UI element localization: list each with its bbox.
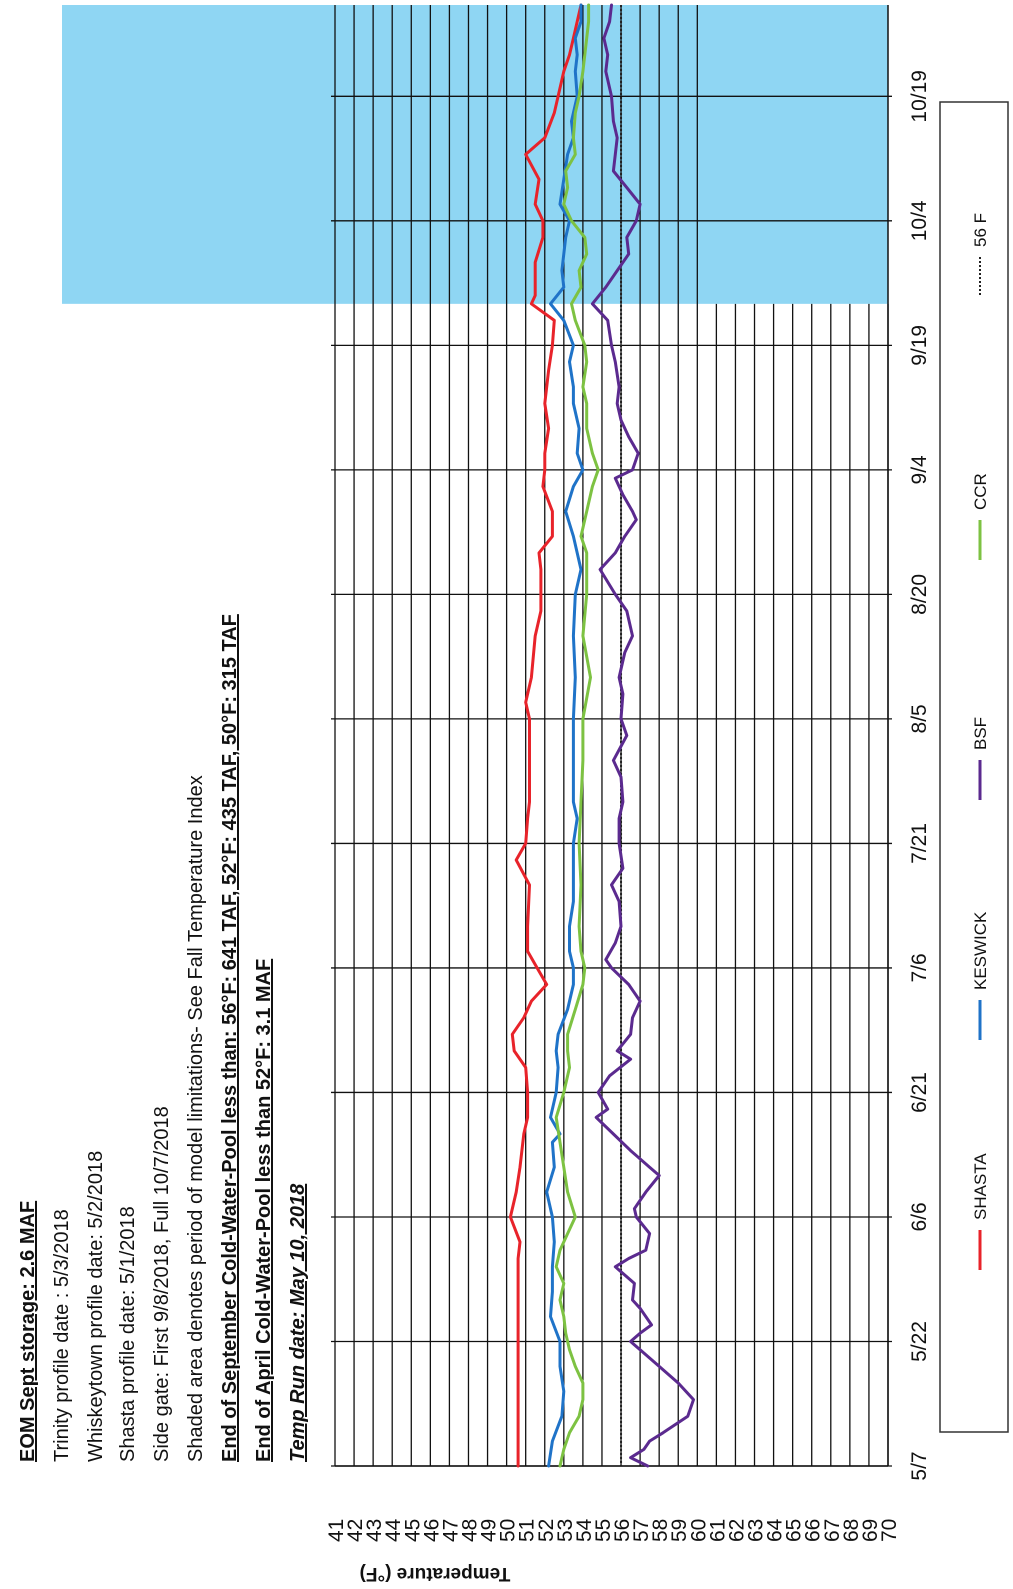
x-tick-label: 6/6 [908,1202,931,1231]
note-side-gate: Side gate: First 9/8/2018, Full 10/7/201… [151,1106,173,1462]
x-tick-label: 6/21 [908,1072,931,1113]
legend-label: BSF [971,717,990,750]
legend-label: KESWICK [971,911,990,990]
legend-label: CCR [971,473,990,510]
y-axis-title: Temperature (°F) [360,1563,511,1584]
note-whiskeytown-profile: Whiskeytown profile date: 5/2/2018 [85,1151,107,1462]
y-tick-label: 64 [764,1518,787,1542]
y-tick-label: 44 [382,1518,405,1542]
data-series [508,3,695,1468]
y-tick-label: 57 [630,1519,653,1542]
x-tick-label: 8/5 [908,704,931,733]
y-tick-label: 61 [706,1519,729,1542]
y-tick-label: 50 [497,1519,520,1542]
y-tick-label: 54 [573,1518,596,1542]
y-tick-label: 48 [458,1519,481,1542]
chart-legend: SHASTA KESWICK BSF CCR 56 F [939,101,1009,1433]
y-tick-label: 59 [668,1519,691,1542]
y-tick-label: 51 [516,1519,539,1542]
x-tick-label: 10/4 [908,200,931,241]
y-tick-label: 52 [535,1519,558,1542]
note-trinity-profile: Trinity profile date : 5/3/2018 [51,1209,73,1462]
note-september-cold-water-pool: End of September Cold-Water-Pool less th… [219,614,241,1462]
y-axis-tick-labels: 4142434445464748495051525354555657585960… [325,1518,901,1542]
y-tick-label: 68 [840,1519,863,1542]
y-tick-label: 45 [401,1519,424,1542]
x-tick-label: 9/4 [908,455,931,485]
y-tick-label: 69 [859,1519,882,1542]
y-tick-label: 62 [725,1519,748,1542]
x-tick-label: 8/20 [908,574,931,615]
x-tick-label: 7/6 [908,953,931,982]
note-april-cold-water-pool: End of April Cold-Water-Pool less than 5… [253,959,275,1462]
y-tick-label: 55 [592,1519,615,1542]
note-temp-run-date: Temp Run date: May 10, 2018 [287,1183,309,1462]
note-eom-storage: EOM Sept storage: 2.6 MAF [17,1201,39,1462]
y-tick-label: 63 [745,1519,768,1542]
y-tick-label: 70 [878,1519,901,1542]
y-tick-label: 66 [802,1519,825,1542]
model-limitation-shaded-area [62,5,888,304]
x-tick-label: 7/21 [908,823,931,864]
y-tick-label: 49 [478,1519,501,1542]
legend-label: 56 F [971,213,990,247]
series-line-shasta [508,3,583,1468]
x-tick-label: 10/19 [908,70,931,123]
y-tick-label: 43 [363,1519,386,1542]
x-tick-label: 5/22 [908,1321,931,1362]
y-tick-label: 67 [821,1519,844,1542]
shaded-region [62,5,888,304]
x-axis-tick-labels: 5/7 5/22 6/6 6/21 7/6 7/21 8/5 8/20 9/4 9/19 10/4 1… [908,70,931,1481]
chart-notes: EOM Sept storage: 2.6 MAF Trinity profil… [17,614,309,1462]
series-line-ccr [554,3,600,1468]
note-shasta-profile: Shasta profile date: 5/1/2018 [117,1206,139,1462]
note-shaded-area: Shaded area denotes period of model limi… [185,775,207,1462]
legend-label: SHASTA [971,1153,990,1220]
y-tick-label: 65 [783,1519,806,1542]
y-tick-label: 58 [649,1519,672,1542]
x-tick-label: 5/7 [908,1451,931,1480]
y-tick-label: 42 [344,1519,367,1542]
y-tick-label: 53 [554,1519,577,1542]
y-tick-label: 56 [611,1519,634,1542]
series-line-keswick [545,3,585,1468]
series-line-bsf [590,3,695,1468]
y-tick-label: 47 [439,1519,462,1542]
y-tick-label: 41 [325,1519,348,1542]
y-tick-label: 60 [687,1519,710,1542]
x-tick-label: 9/19 [908,325,931,366]
legend-box [939,101,1009,1433]
y-tick-label: 46 [420,1519,443,1542]
